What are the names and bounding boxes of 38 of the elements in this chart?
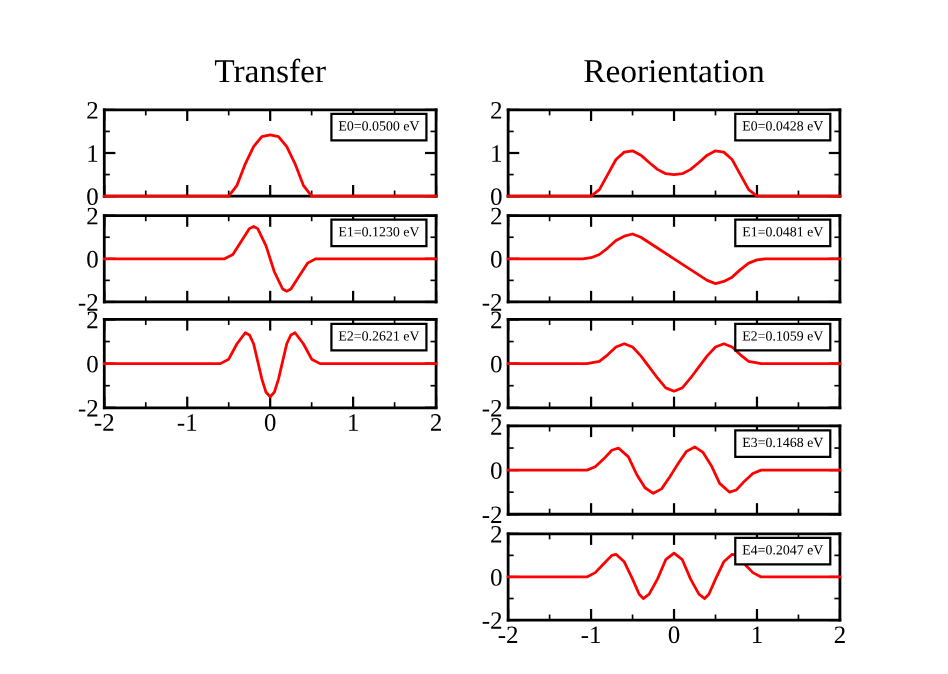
- x-tick-label: 2: [834, 626, 845, 643]
- y-tick-label: 0: [87, 250, 98, 268]
- y-tick-label: -2: [78, 399, 98, 417]
- y-tick-label: 0: [491, 188, 502, 206]
- y-tick-label: -2: [482, 506, 502, 523]
- y-tick-label: 1: [492, 145, 502, 162]
- chart-title: Transfer: [214, 58, 326, 83]
- y-tick-label: 0: [491, 250, 502, 268]
- y-tick-label: 2: [491, 101, 502, 119]
- y-tick-label: -2: [482, 294, 502, 311]
- x-tick-label: -1: [581, 626, 600, 643]
- line-series: [506, 342, 842, 393]
- y-tick-label: 2: [87, 311, 98, 329]
- y-tick-label: 1: [88, 145, 98, 162]
- x-tick-label: 0: [668, 626, 680, 644]
- chart-title: Reorientation: [584, 60, 765, 83]
- x-tick-label: 1: [752, 626, 762, 643]
- y-tick-label: 2: [87, 207, 98, 225]
- y-tick-label: 0: [491, 462, 502, 480]
- y-tick-label: 0: [491, 355, 502, 373]
- x-tick-label: 1: [349, 414, 358, 431]
- y-tick-label: 0: [491, 568, 502, 586]
- line-series: [506, 551, 842, 600]
- y-tick-label: 0: [87, 355, 98, 373]
- x-tick-label: 0: [264, 414, 276, 431]
- x-tick-label: -1: [177, 414, 197, 431]
- y-tick-label: -2: [482, 399, 502, 417]
- line-series: [102, 225, 438, 293]
- y-tick-label: -2: [78, 294, 98, 311]
- x-tick-label: 2: [430, 414, 441, 431]
- y-tick-label: 2: [491, 311, 502, 329]
- y-tick-label: 2: [491, 207, 502, 225]
- y-tick-label: 2: [491, 525, 502, 543]
- line-series: [102, 331, 438, 399]
- y-tick-label: 2: [87, 101, 98, 119]
- y-tick-label: -2: [482, 612, 502, 629]
- y-tick-label: 0: [87, 188, 98, 206]
- line-series: [506, 445, 842, 495]
